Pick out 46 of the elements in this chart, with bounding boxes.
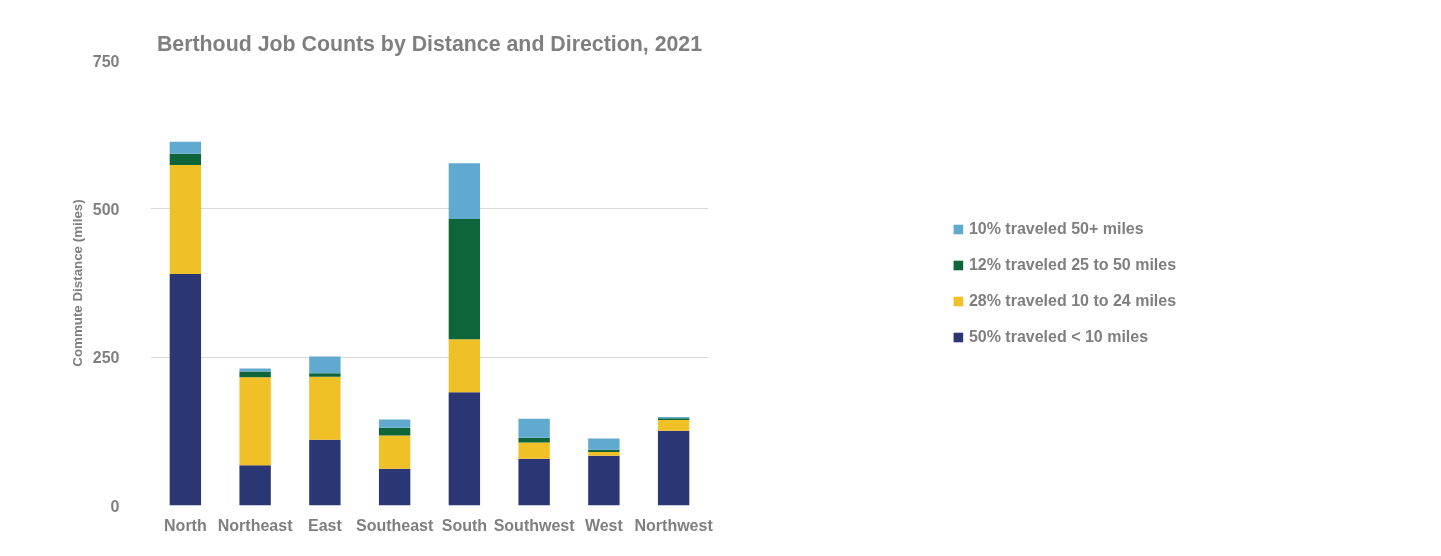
- bar: [657, 420, 690, 431]
- legend-label: 12% traveled 25 to 50 miles: [968, 255, 1177, 274]
- y-tick-label: 500: [92, 200, 120, 218]
- bar: [169, 153, 202, 165]
- bar: [378, 419, 411, 428]
- bar: [239, 377, 271, 466]
- bar: [309, 356, 341, 374]
- y-tick-label: 750: [92, 52, 120, 70]
- y-axis-title: Commute Distance (miles): [69, 199, 85, 367]
- bar: [239, 465, 271, 506]
- x-tick-label: West: [584, 516, 624, 534]
- y-tick-label: 0: [110, 497, 120, 515]
- bar: [588, 438, 620, 450]
- legend-label: 10% traveled 50+ miles: [968, 219, 1144, 238]
- bar: [448, 218, 481, 340]
- bar: [169, 141, 202, 154]
- bar: [169, 274, 202, 506]
- bar: [378, 427, 411, 436]
- bar: [309, 373, 341, 377]
- bar: [518, 437, 550, 443]
- bar: [448, 392, 481, 506]
- x-tick-label: East: [307, 516, 343, 534]
- legend-label: 28% traveled 10 to 24 miles: [968, 291, 1177, 310]
- bar: [518, 418, 550, 438]
- bar: [239, 368, 271, 372]
- chart-title: Berthoud Job Counts by Distance and Direction, 2021: [156, 31, 703, 56]
- bar: [518, 442, 550, 459]
- bar: [169, 164, 202, 275]
- x-tick-label: Northeast: [217, 516, 294, 534]
- bar: [309, 376, 341, 440]
- x-tick-label: South: [441, 516, 488, 534]
- bar: [588, 455, 620, 506]
- bar: [448, 339, 481, 393]
- x-tick-label: North: [164, 516, 207, 534]
- bar: [448, 163, 481, 219]
- bar: [657, 430, 690, 506]
- bar: [239, 371, 271, 378]
- bar: [309, 439, 341, 506]
- x-tick-label: Southeast: [355, 516, 434, 534]
- bar: [518, 458, 550, 506]
- bar: [378, 435, 411, 469]
- bar: [378, 468, 411, 506]
- x-tick-label: Southwest: [493, 516, 576, 534]
- x-tick-label: Northwest: [634, 516, 714, 534]
- y-tick-label: 250: [92, 349, 120, 367]
- legend-label: 50% traveled < 10 miles: [968, 327, 1149, 346]
